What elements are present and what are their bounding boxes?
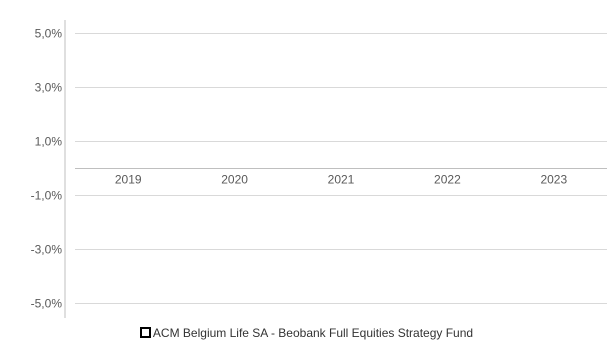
y-tick-label: -3,0% [31,243,63,257]
x-tick-label: 2019 [115,173,142,187]
x-tick-label: 2021 [328,173,355,187]
legend: ACM Belgium Life SA - Beobank Full Equit… [0,326,613,340]
legend-label: ACM Belgium Life SA - Beobank Full Equit… [152,326,474,340]
y-tick-label: -1,0% [31,189,63,203]
y-tick-label: -5,0% [31,297,63,311]
y-tick-label: 3,0% [35,81,63,95]
legend-marker [139,327,151,338]
x-tick-label: 2022 [434,173,461,187]
x-tick-label: 2020 [221,173,248,187]
y-tick-label: 5,0% [35,27,63,41]
y-tick-label: 1,0% [35,135,63,149]
x-tick-label: 2023 [540,173,567,187]
